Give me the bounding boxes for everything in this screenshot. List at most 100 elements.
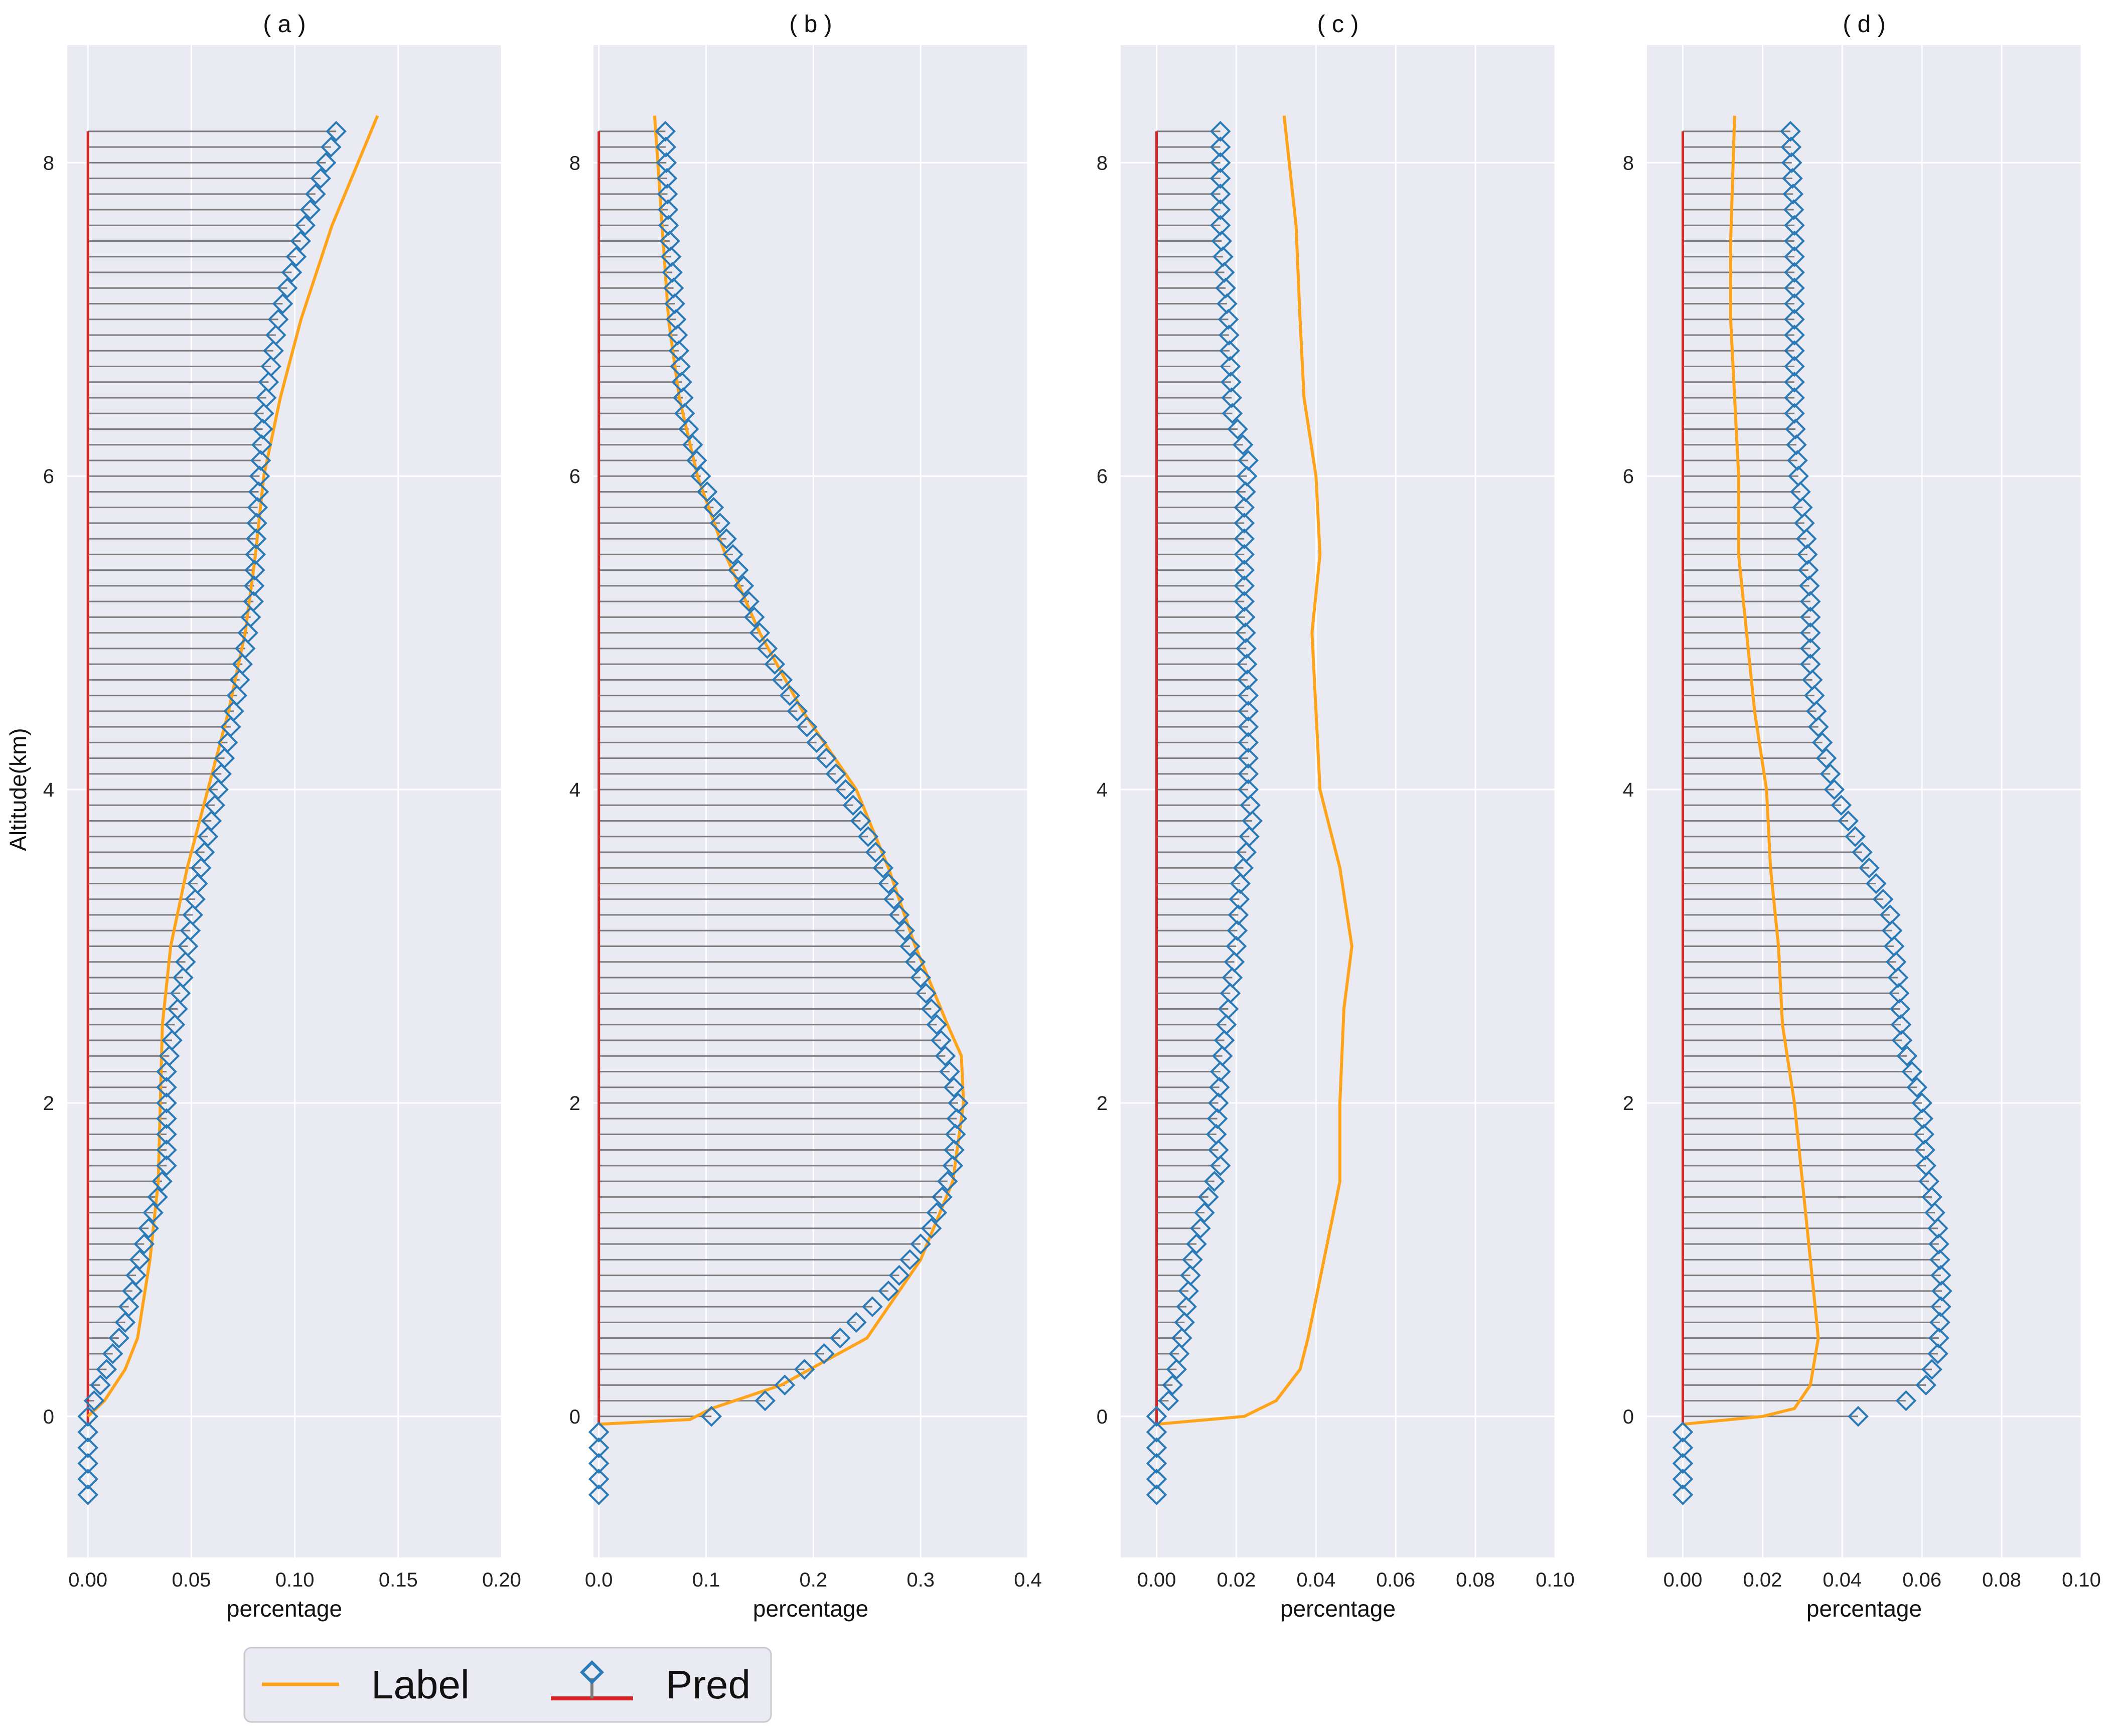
pred-marker <box>1872 888 1894 910</box>
x-tick-label: 0.1 <box>692 1569 720 1591</box>
pred-marker <box>756 638 778 659</box>
pred-marker <box>772 669 793 691</box>
pred-marker <box>1891 1030 1913 1051</box>
pred-marker <box>1146 1484 1167 1505</box>
pred-marker <box>930 1030 952 1051</box>
pred-marker <box>1784 246 1805 267</box>
pred-marker <box>1238 732 1259 753</box>
panel-title: ( b ) <box>789 11 832 38</box>
legend: Label Pred <box>243 1647 772 1723</box>
pred-marker <box>108 1327 129 1349</box>
pred-marker <box>1896 1045 1918 1067</box>
pred-marker <box>1209 152 1231 174</box>
pred-marker <box>813 1343 835 1364</box>
pred-marker <box>796 716 818 737</box>
pred-marker <box>1921 1359 1942 1380</box>
pred-marker <box>1209 1155 1231 1176</box>
legend-label-text: Label <box>371 1662 470 1707</box>
pred-marker <box>674 403 695 424</box>
x-tick-label: 0.3 <box>906 1569 935 1591</box>
pred-marker <box>1672 1468 1694 1490</box>
x-tick-label: 0.04 <box>1823 1569 1862 1591</box>
pred-markers <box>77 121 347 1505</box>
pred-marker <box>1783 199 1804 220</box>
y-tick-label: 6 <box>1097 465 1108 488</box>
pred-marker <box>1236 654 1258 675</box>
pred-marker <box>829 1327 851 1349</box>
x-tick-label: 0.20 <box>482 1569 521 1591</box>
pred-marker <box>1221 387 1242 408</box>
label-series-line <box>1156 115 1353 1426</box>
pred-marker <box>320 136 342 157</box>
pred-marker <box>305 183 326 205</box>
y-tick-label: 4 <box>1097 779 1108 801</box>
y-tick-label: 8 <box>1623 152 1634 174</box>
pred-marker <box>696 481 718 503</box>
pred-marker <box>1219 325 1240 346</box>
pred-marker <box>1232 434 1254 455</box>
x-tick-label: 0.00 <box>1137 1569 1176 1591</box>
pred-marker <box>1238 716 1259 737</box>
pred-marker <box>678 418 699 440</box>
pred-marker <box>1784 277 1805 299</box>
pred-marker <box>709 513 731 534</box>
panel-d: 0.00 0.02 0.04 0.06 0.08 0.10 0 2 4 6 8 ( d ) percen… <box>1623 11 2101 1622</box>
pred-marker <box>1209 136 1231 157</box>
pred-marker <box>1782 183 1804 205</box>
pred-marker <box>1146 1422 1167 1443</box>
pred-marker <box>1927 1343 1948 1364</box>
pred-marker <box>1186 1233 1207 1254</box>
pred-marker <box>1222 403 1243 424</box>
pred-marker <box>114 1312 136 1333</box>
pred-marker <box>588 1468 610 1490</box>
x-axis-label: percentage <box>753 1596 868 1622</box>
pred-marker <box>899 1249 921 1271</box>
pred-markers <box>1146 121 1263 1505</box>
pred-marker <box>1915 1374 1936 1396</box>
pred-marker <box>894 920 915 941</box>
pred-marker <box>96 1359 117 1380</box>
label-series-line <box>87 115 379 1417</box>
pred-marker <box>588 1437 610 1459</box>
pred-marker <box>806 732 827 753</box>
x-axis-label: percentage <box>1806 1596 1922 1622</box>
panel-title: ( c ) <box>1317 11 1359 38</box>
x-axis-label: percentage <box>1280 1596 1396 1622</box>
pred-marker <box>1859 857 1880 879</box>
pred-marker <box>1194 1202 1215 1223</box>
pred-marker <box>878 873 899 894</box>
pred-markers <box>588 121 969 1505</box>
y-tick-label: 2 <box>1623 1092 1634 1115</box>
pred-marker <box>774 1374 796 1396</box>
pred-marker <box>142 1202 164 1223</box>
pred-marker <box>862 1296 883 1317</box>
stem-lines <box>1156 130 1253 1402</box>
pred-marker <box>244 559 265 581</box>
pred-marker <box>1234 575 1255 596</box>
pred-marker <box>1234 606 1256 628</box>
pred-marker <box>299 199 321 220</box>
pred-marker <box>872 857 894 879</box>
pred-marker <box>1784 230 1805 252</box>
pred-marker <box>657 199 679 220</box>
pred-marker <box>1799 606 1821 628</box>
panel-title: ( a ) <box>263 11 306 38</box>
pred-marker <box>926 1014 948 1035</box>
pred-marker <box>857 826 879 847</box>
pred-marker <box>1784 215 1805 236</box>
pred-marker <box>77 1484 99 1505</box>
pred-marker <box>133 1233 155 1254</box>
pred-marker <box>1236 638 1257 659</box>
y-axis-label: Altitude(km) <box>5 728 31 851</box>
pred-marker <box>272 293 293 314</box>
pred-marker <box>1784 293 1805 314</box>
pred-marker <box>932 1186 953 1208</box>
x-tick-label: 0.05 <box>172 1569 211 1591</box>
pred-marker <box>1784 387 1805 408</box>
pred-marker <box>1784 325 1805 346</box>
pred-marker <box>1780 136 1802 157</box>
pred-marker <box>921 998 942 1020</box>
x-tick-label: 0.08 <box>1982 1569 2021 1591</box>
pred-marker <box>1838 810 1859 832</box>
pred-marker <box>294 215 316 236</box>
